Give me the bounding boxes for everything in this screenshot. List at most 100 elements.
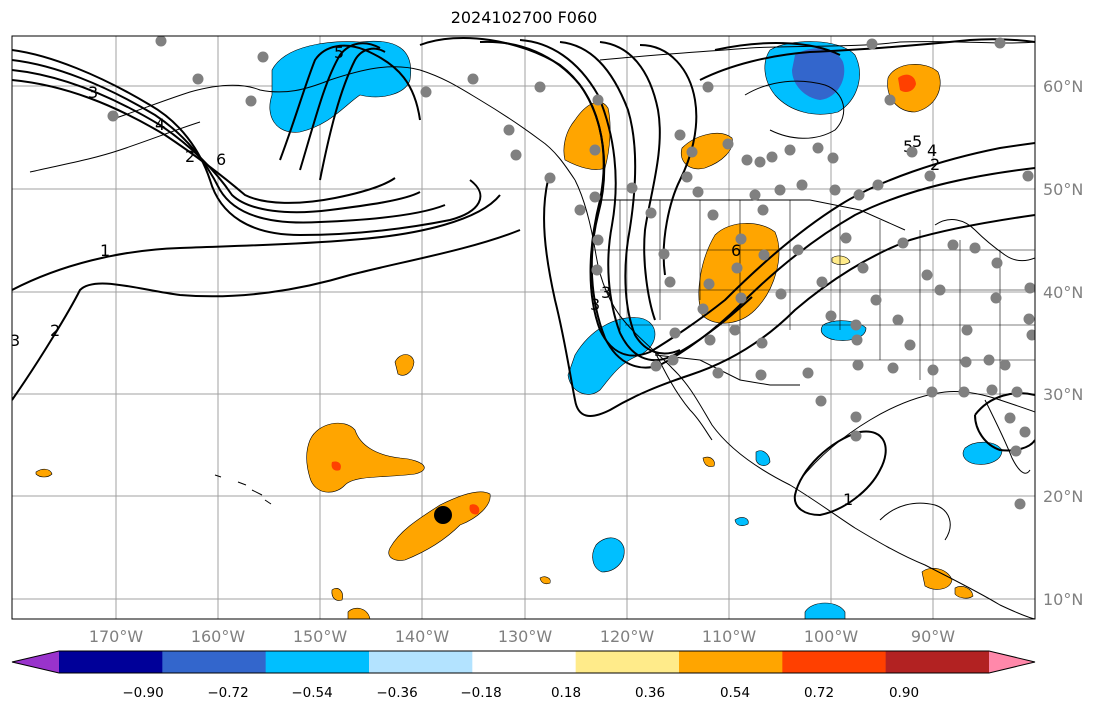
yucatan (879, 502, 951, 541)
anomaly-pos-central-am2 (954, 586, 974, 599)
anomaly-neg-hudson-core (792, 48, 845, 100)
lon-label: 150°W (293, 627, 348, 646)
station-dot (926, 386, 938, 398)
us-canada-border (592, 199, 906, 231)
lat-label: 30°N (1043, 385, 1083, 404)
station-dot (961, 324, 973, 336)
station-dot (729, 324, 741, 336)
station-dot (851, 334, 863, 346)
station-dot (897, 237, 909, 249)
contour-label: 4 (927, 141, 937, 160)
station-dot (758, 249, 770, 261)
colorbar-tick-labels: −0.90 −0.72 −0.54 −0.36 −0.18 0.18 0.36 … (122, 685, 919, 701)
lon-label: 140°W (395, 627, 450, 646)
contour-label: 3 (590, 295, 600, 314)
station-dot (722, 138, 734, 150)
lat-label: 50°N (1043, 180, 1083, 199)
station-dot (544, 172, 556, 184)
anomaly-pos-small5 (347, 607, 371, 619)
map-title: 2024102700 F060 (450, 8, 598, 27)
station-dot (712, 367, 724, 379)
station-dot (774, 184, 786, 196)
colorbar-tick-label: 0.36 (635, 685, 665, 701)
station-dot (591, 264, 603, 276)
station-dot (960, 356, 972, 368)
florida (984, 399, 1031, 474)
state-borders (592, 200, 1035, 400)
colorbar (11, 650, 1036, 674)
station-dot (589, 191, 601, 203)
station-dot (510, 149, 522, 161)
contour-4 (12, 59, 446, 224)
station-dot (986, 384, 998, 396)
colorbar-tick-label: −0.36 (376, 685, 417, 701)
lon-label: 130°W (498, 627, 553, 646)
station-dot (840, 232, 852, 244)
station-dot (658, 248, 670, 260)
colorbar-segment (575, 651, 680, 673)
station-dot (534, 81, 546, 93)
station-dot (812, 142, 824, 154)
colorbar-segment (782, 651, 887, 673)
anomaly-neg-gulf (962, 441, 1003, 465)
station-dot (796, 179, 808, 191)
contour-2 (12, 229, 521, 401)
anomaly-neg-south (804, 602, 846, 619)
contour-label: 2 (930, 155, 940, 174)
station-dot (887, 362, 899, 374)
station-dot (741, 154, 753, 166)
anomaly-pos-hawaii-n (306, 422, 425, 493)
north-america-west-coast (574, 179, 1035, 619)
station-dot (825, 310, 837, 322)
contour-11 (479, 40, 1035, 369)
station-dot (853, 189, 865, 201)
station-dot (958, 386, 970, 398)
anomaly-pos-hudson-east-core (898, 74, 916, 92)
station-dot (686, 146, 698, 158)
station-dot (1010, 445, 1022, 457)
colorbar-tick-label: −0.72 (207, 685, 248, 701)
hudson-bay (744, 80, 845, 139)
lon-label: 160°W (191, 627, 246, 646)
lon-label: 120°W (600, 627, 655, 646)
anomaly-pos-hawaii-s-core (469, 504, 480, 515)
station-dot (827, 152, 839, 164)
contour-12 (519, 39, 753, 362)
station-dot (245, 95, 257, 107)
station-dot (749, 189, 761, 201)
contour-label: 2 (50, 321, 60, 340)
station-dot (704, 334, 716, 346)
storm-center-marker (434, 506, 452, 524)
station-dot (681, 171, 693, 183)
station-dot (703, 278, 715, 290)
contour-label: 2 (185, 147, 195, 166)
station-dot (650, 360, 662, 372)
station-dot (1004, 412, 1016, 424)
anomaly-pos-small6 (539, 576, 551, 585)
station-dot (754, 156, 766, 168)
contour-labels: 3 4 5 6 1 2 3 5 6 4 5 2 3 1 2 3 (12, 43, 940, 509)
anomaly-pos-small2 (35, 468, 53, 478)
lon-label: 100°W (804, 627, 859, 646)
station-dot (850, 411, 862, 423)
anomaly-neg-small1 (755, 450, 771, 466)
station-dot (857, 262, 869, 274)
anomaly-pos-hawaii-s (388, 491, 491, 561)
station-dot (921, 269, 933, 281)
station-dot (707, 209, 719, 221)
anomaly-pos-small3 (702, 456, 715, 467)
colorbar-segment (369, 651, 473, 673)
contour-gulf-east (974, 392, 1035, 452)
station-dot (947, 239, 959, 251)
station-dot (829, 184, 841, 196)
contour-label: 5 (334, 43, 344, 62)
colorbar-tick-label: 0.18 (551, 685, 581, 701)
latitude-labels: 60°N 50°N 40°N 30°N 20°N 10°N (1043, 77, 1083, 609)
anomaly-pos-rockies (698, 223, 780, 324)
station-dot (866, 38, 878, 50)
station-dot (994, 37, 1006, 49)
anomaly-neg-pacific (592, 537, 625, 573)
contour-label: 3 (601, 283, 611, 302)
lat-label: 60°N (1043, 77, 1083, 96)
